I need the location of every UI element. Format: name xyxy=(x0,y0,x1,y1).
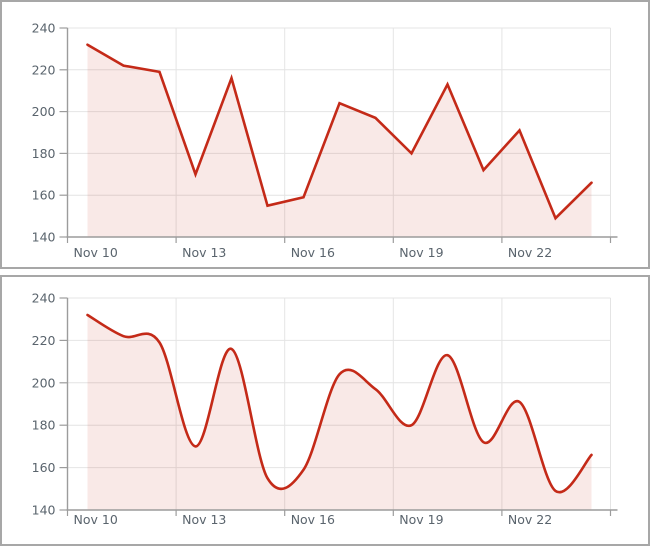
y-axis-tick-label: 240 xyxy=(32,291,56,306)
y-axis-tick-label: 180 xyxy=(32,418,56,433)
line-area-chart-panel: 140 160 180 200 220 240 Nov 10 Nov 13 Nov 16 Nov … xyxy=(0,0,650,269)
tick-marks xyxy=(59,27,612,243)
x-axis-tick-label: Nov 16 xyxy=(291,512,335,527)
series-area-fill xyxy=(87,315,592,510)
axis-labels: 140 160 180 200 220 240 Nov 10 Nov 13 Nov 16 Nov … xyxy=(32,291,553,528)
y-axis-tick-label: 200 xyxy=(32,104,56,119)
series-line[interactable] xyxy=(86,43,593,221)
y-axis-tick-label: 200 xyxy=(32,375,56,390)
spline-area-chart[interactable]: 140 160 180 200 220 240 Nov 10 Nov 13 Nov 16 Nov … xyxy=(2,277,648,544)
y-axis-tick-label: 140 xyxy=(32,503,56,518)
x-axis-tick-label: Nov 13 xyxy=(182,245,226,260)
x-axis-tick-label: Nov 22 xyxy=(508,245,552,260)
axes xyxy=(66,298,618,511)
y-axis-tick-label: 220 xyxy=(32,62,56,77)
x-axis-tick-label: Nov 13 xyxy=(182,512,226,527)
x-axis-tick-label: Nov 10 xyxy=(74,512,118,527)
x-axis-tick-label: Nov 10 xyxy=(74,245,118,260)
series-area-fill xyxy=(87,44,592,238)
y-axis-tick-label: 180 xyxy=(32,146,56,161)
x-axis-tick-label: Nov 22 xyxy=(508,512,552,527)
axis-labels: 140 160 180 200 220 240 Nov 10 Nov 13 Nov 16 Nov … xyxy=(32,21,553,261)
y-axis-tick-label: 160 xyxy=(32,460,56,475)
x-axis-tick-label: Nov 19 xyxy=(399,512,443,527)
series-line[interactable] xyxy=(86,313,593,494)
x-axis-tick-label: Nov 19 xyxy=(399,245,443,260)
x-axis-tick-label: Nov 16 xyxy=(291,245,335,260)
spline-area-chart-panel: 140 160 180 200 220 240 Nov 10 Nov 13 Nov 16 Nov … xyxy=(0,275,650,546)
y-axis-tick-label: 220 xyxy=(32,333,56,348)
line-area-chart[interactable]: 140 160 180 200 220 240 Nov 10 Nov 13 Nov 16 Nov … xyxy=(2,2,648,267)
y-axis-tick-label: 160 xyxy=(32,188,56,203)
axes xyxy=(66,28,618,238)
gridlines xyxy=(67,27,611,238)
tick-marks xyxy=(59,297,612,516)
y-axis-tick-label: 240 xyxy=(32,21,56,36)
y-axis-tick-label: 140 xyxy=(32,230,56,245)
